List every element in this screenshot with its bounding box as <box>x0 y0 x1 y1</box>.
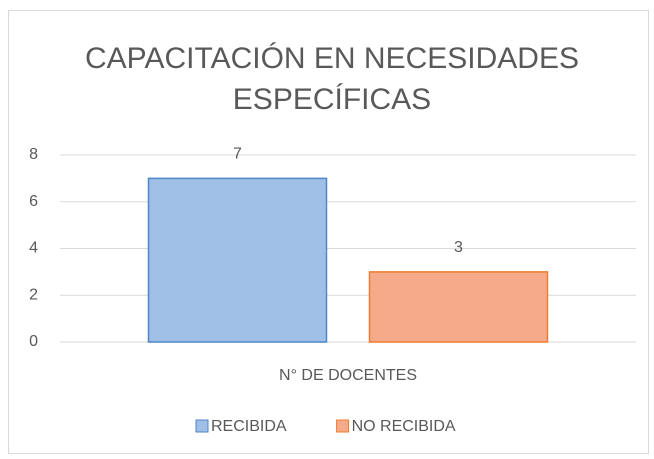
y-tick-label: 6 <box>29 193 38 210</box>
y-tick-label: 8 <box>29 146 38 163</box>
bar <box>147 177 328 343</box>
y-tick-label: 0 <box>29 333 38 350</box>
chart-border <box>8 10 649 454</box>
x-tick-label: N° DE DOCENTES <box>279 367 417 384</box>
chart-title: CAPACITACIÓN EN NECESIDADES ESPECÍFICAS <box>85 42 579 116</box>
bar <box>368 271 549 343</box>
y-tick-label: 2 <box>29 286 38 303</box>
legend-label: NO RECIBIDA <box>352 418 456 435</box>
legend-label: RECIBIDA <box>211 418 287 435</box>
legend-swatch <box>195 419 209 433</box>
data-label: 3 <box>454 239 463 256</box>
y-tick-label: 4 <box>29 240 38 257</box>
legend-swatch <box>336 419 350 433</box>
data-label: 7 <box>233 146 242 163</box>
